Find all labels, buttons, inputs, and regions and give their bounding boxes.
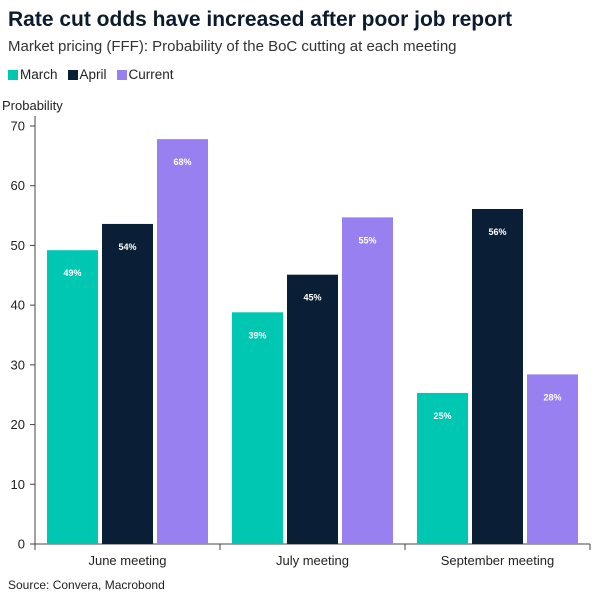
y-tick-label: 50 bbox=[11, 238, 25, 253]
data-label-april-3: 56% bbox=[488, 227, 506, 237]
legend-item-march: March bbox=[8, 67, 58, 82]
y-tick-label: 40 bbox=[11, 298, 25, 313]
data-label-april-2: 45% bbox=[303, 293, 321, 303]
y-tick-label: 70 bbox=[11, 119, 25, 134]
data-label-april-1: 54% bbox=[118, 242, 136, 252]
legend-swatch-march bbox=[8, 69, 18, 80]
legend-label-current: Current bbox=[128, 67, 174, 82]
x-category-label: June meeting bbox=[88, 553, 166, 568]
bar-march-1 bbox=[47, 250, 98, 544]
bar-current-1 bbox=[157, 139, 208, 544]
chart-subtitle: Market pricing (FFF): Probability of the… bbox=[8, 38, 457, 55]
data-label-current-3: 28% bbox=[543, 392, 561, 402]
legend-swatch-april bbox=[67, 69, 78, 80]
y-tick-label: 0 bbox=[18, 537, 25, 552]
legend-item-current: Current bbox=[116, 67, 174, 82]
bar-april-1 bbox=[102, 223, 153, 544]
bar-current-2 bbox=[342, 217, 393, 544]
y-tick-label: 20 bbox=[11, 417, 25, 432]
chart-title: Rate cut odds have increased after poor … bbox=[8, 8, 513, 31]
bar-march-2 bbox=[232, 312, 283, 544]
y-tick-label: 10 bbox=[11, 477, 25, 492]
x-category-label: September meeting bbox=[441, 553, 554, 568]
legend-label-april: April bbox=[79, 67, 107, 82]
legend-label-march: March bbox=[20, 67, 58, 82]
legend: March April Current bbox=[8, 67, 174, 82]
data-label-current-1: 68% bbox=[173, 157, 191, 167]
y-tick-label: 60 bbox=[11, 178, 25, 193]
data-label-march-2: 39% bbox=[248, 330, 266, 340]
source-note: Source: Convera, Macrobond bbox=[8, 578, 165, 592]
data-label-march-3: 25% bbox=[433, 411, 451, 421]
legend-item-april: April bbox=[67, 67, 107, 82]
y-axis-title: Probability bbox=[2, 98, 63, 113]
x-category-label: July meeting bbox=[276, 553, 349, 568]
data-label-current-2: 55% bbox=[358, 235, 376, 245]
bar-march-3 bbox=[417, 392, 468, 544]
legend-swatch-current bbox=[116, 69, 127, 80]
y-tick-label: 30 bbox=[11, 357, 25, 372]
bar-april-3 bbox=[472, 209, 523, 544]
data-label-march-1: 49% bbox=[63, 268, 81, 278]
bar-april-2 bbox=[287, 274, 338, 544]
bar-current-3 bbox=[527, 374, 578, 544]
